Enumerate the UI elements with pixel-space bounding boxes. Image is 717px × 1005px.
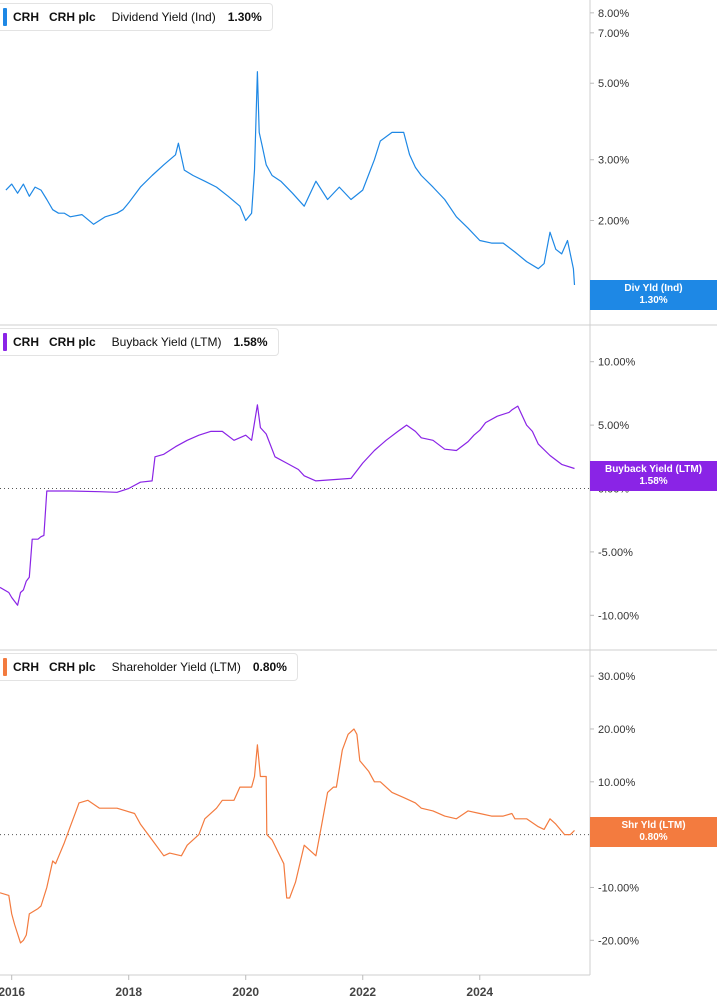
legend-value: 1.58% <box>233 335 268 349</box>
legend-value: 0.80% <box>252 660 287 674</box>
legend-company: CRH plc <box>49 10 96 24</box>
y-tick-label: 5.00% <box>598 420 629 432</box>
y-tick-label: -5.00% <box>598 547 633 559</box>
legend-company: CRH plc <box>49 660 96 674</box>
y-tick-label: -10.00% <box>598 610 639 622</box>
legend-metric: Dividend Yield (Ind) <box>111 10 216 24</box>
flag-value: 1.30% <box>639 295 668 306</box>
legend-dividend[interactable]: CRH CRH plc Dividend Yield (Ind) 1.30% <box>0 3 273 31</box>
y-tick-label: 5.00% <box>598 78 629 90</box>
y-tick-label: 30.00% <box>598 671 636 683</box>
flag-label: Shr Yld (LTM) <box>621 820 686 831</box>
flag-value: 0.80% <box>639 832 668 843</box>
legend-value: 1.30% <box>227 10 262 24</box>
y-tick-label: -20.00% <box>598 935 639 947</box>
y-tick-label: 10.00% <box>598 777 636 789</box>
x-tick-label: 2024 <box>466 985 493 999</box>
legend-swatch-buyback <box>3 333 7 351</box>
y-tick-label: 2.00% <box>598 215 629 227</box>
flag-value: 1.58% <box>639 476 668 487</box>
y-tick-label: 3.00% <box>598 155 629 167</box>
legend-shareholder[interactable]: CRH CRH plc Shareholder Yield (LTM) 0.80… <box>0 653 298 681</box>
y-tick-label: 8.00% <box>598 8 629 20</box>
flag-label: Div Yld (Ind) <box>624 283 683 294</box>
series-line-dividend <box>5 71 576 286</box>
legend-metric: Buyback Yield (LTM) <box>111 335 222 349</box>
legend-swatch-dividend <box>3 8 7 26</box>
x-tick-label: 2018 <box>115 985 142 999</box>
legend-ticker: CRH <box>13 335 39 349</box>
x-tick-label: 2016 <box>0 985 25 999</box>
legend-metric: Shareholder Yield (LTM) <box>111 660 241 674</box>
legend-ticker: CRH <box>13 660 39 674</box>
y-tick-label: -10.00% <box>598 882 639 894</box>
flag-shareholder: Shr Yld (LTM) 0.80% <box>590 817 717 847</box>
series-line-shareholder <box>0 728 575 944</box>
flag-dividend: Div Yld (Ind) 1.30% <box>590 280 717 310</box>
legend-swatch-shareholder <box>3 658 7 676</box>
flag-buyback: Buyback Yield (LTM) 1.58% <box>590 461 717 491</box>
legend-ticker: CRH <box>13 10 39 24</box>
flag-label: Buyback Yield (LTM) <box>604 464 703 475</box>
y-tick-label: 20.00% <box>598 724 636 736</box>
series-line-buyback <box>0 404 575 606</box>
x-tick-label: 2020 <box>232 985 259 999</box>
legend-company: CRH plc <box>49 335 96 349</box>
y-tick-label: 10.00% <box>598 357 636 369</box>
legend-buyback[interactable]: CRH CRH plc Buyback Yield (LTM) 1.58% <box>0 328 279 356</box>
y-tick-label: 7.00% <box>598 28 629 40</box>
x-tick-label: 2022 <box>349 985 376 999</box>
